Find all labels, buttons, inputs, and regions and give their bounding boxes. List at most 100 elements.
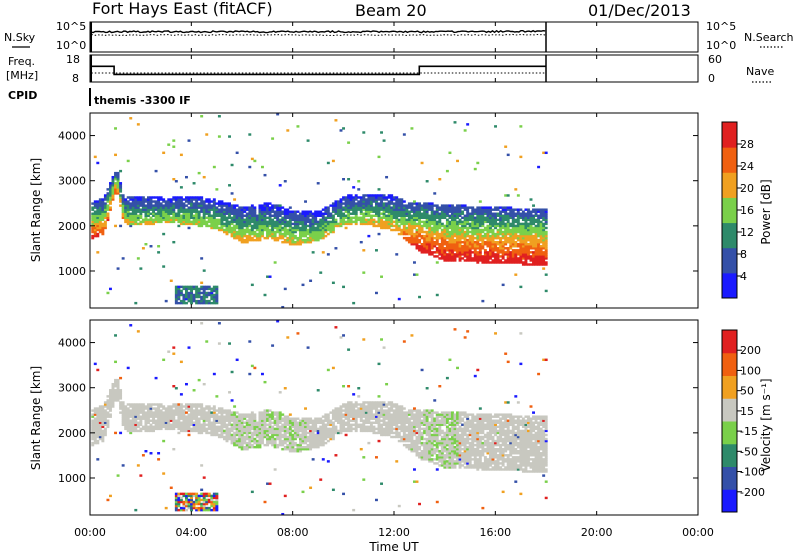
power-cell bbox=[405, 220, 409, 224]
power-cell bbox=[304, 228, 307, 232]
power-cell bbox=[159, 208, 163, 211]
velocity-cell bbox=[116, 380, 120, 384]
velocity-cell bbox=[309, 433, 313, 437]
velocity-cell bbox=[217, 433, 221, 437]
power-cell bbox=[342, 216, 345, 220]
velocity-cell bbox=[331, 425, 335, 429]
power-cell bbox=[509, 257, 513, 260]
power-cell bbox=[405, 206, 409, 209]
velocity-cell bbox=[98, 437, 102, 441]
power-cell bbox=[316, 232, 320, 236]
velocity-cell bbox=[98, 429, 102, 433]
nave-right-tick-low: 0 bbox=[708, 72, 715, 85]
velocity-cell bbox=[154, 411, 158, 414]
velocity-cell bbox=[131, 427, 135, 431]
power-cell bbox=[489, 247, 492, 250]
power-cell bbox=[418, 245, 421, 248]
power-cell bbox=[103, 226, 107, 230]
power-cell bbox=[331, 281, 335, 285]
power-cell bbox=[91, 220, 95, 224]
power-cell bbox=[473, 243, 477, 246]
velocity-cell bbox=[197, 496, 201, 500]
power-cell bbox=[377, 202, 381, 205]
velocity-cell bbox=[306, 346, 310, 349]
power-cell bbox=[212, 287, 216, 291]
velocity-cell bbox=[106, 419, 110, 422]
power-cell bbox=[352, 196, 356, 199]
power-cell bbox=[438, 249, 442, 252]
velocity-cell bbox=[187, 421, 191, 424]
power-cell bbox=[243, 218, 247, 222]
velocity-cell bbox=[185, 429, 188, 433]
velocity-cell bbox=[106, 395, 110, 398]
power-cell bbox=[223, 212, 226, 215]
velocity-cell bbox=[162, 417, 166, 420]
power-cell bbox=[233, 210, 237, 213]
power-cell bbox=[217, 218, 221, 222]
velocity-cell bbox=[304, 435, 307, 439]
power-cell bbox=[276, 208, 280, 211]
velocity-cell bbox=[255, 431, 259, 435]
power-cell bbox=[524, 226, 528, 230]
power-cell bbox=[331, 230, 335, 234]
power-cell bbox=[481, 245, 485, 248]
velocity-cell bbox=[139, 423, 143, 427]
power-cell bbox=[230, 216, 234, 220]
power-cell bbox=[537, 243, 541, 246]
power-cell bbox=[435, 226, 439, 230]
power-cell bbox=[375, 214, 378, 217]
power-cell bbox=[288, 218, 292, 222]
power-cell bbox=[293, 216, 297, 220]
power-cell bbox=[162, 214, 166, 217]
power-cell bbox=[329, 204, 333, 207]
power-cell bbox=[288, 238, 292, 242]
velocity-cell bbox=[263, 411, 267, 414]
power-cell bbox=[250, 238, 254, 242]
velocity-cell bbox=[266, 431, 269, 435]
velocity-cell bbox=[185, 411, 188, 414]
power-cell bbox=[453, 220, 457, 224]
velocity-cell bbox=[144, 411, 148, 414]
velocity-cell bbox=[268, 419, 272, 422]
power-cell bbox=[400, 200, 404, 203]
power-cell bbox=[516, 194, 520, 197]
power-cell bbox=[278, 206, 282, 209]
power-cell bbox=[359, 220, 363, 224]
power-cell bbox=[255, 234, 259, 238]
colorbar-tick-label: 16 bbox=[740, 204, 754, 217]
power-cell bbox=[177, 210, 181, 213]
power-cell bbox=[461, 216, 465, 220]
power-cell bbox=[494, 226, 497, 230]
velocity-cell bbox=[147, 419, 150, 422]
power-cell bbox=[511, 222, 515, 226]
power-cell bbox=[506, 208, 510, 211]
power-cell bbox=[463, 226, 467, 230]
power-cell bbox=[506, 228, 510, 232]
power-cell bbox=[248, 218, 252, 222]
power-cell bbox=[91, 202, 95, 205]
power-cell bbox=[159, 204, 163, 207]
power-cell bbox=[476, 255, 480, 258]
power-cell bbox=[245, 238, 249, 242]
power-cell bbox=[255, 238, 259, 242]
power-cell bbox=[235, 210, 239, 213]
power-cell bbox=[126, 200, 130, 203]
velocity-cell bbox=[96, 421, 100, 424]
velocity-cell bbox=[347, 407, 351, 410]
power-cell bbox=[397, 208, 401, 211]
velocity-cell bbox=[162, 439, 166, 443]
power-cell bbox=[273, 214, 277, 217]
power-cell bbox=[534, 218, 538, 222]
power-cell bbox=[106, 216, 110, 220]
power-cell bbox=[430, 210, 434, 213]
power-cell bbox=[418, 295, 421, 299]
power-cell bbox=[478, 245, 482, 248]
power-cell bbox=[347, 204, 351, 207]
velocity-cell bbox=[245, 423, 249, 427]
velocity-cell bbox=[103, 423, 107, 427]
velocity-cell bbox=[93, 421, 97, 424]
power-cell bbox=[473, 222, 477, 226]
velocity-cell bbox=[233, 443, 237, 447]
velocity-cell bbox=[334, 419, 338, 422]
power-cell bbox=[253, 234, 257, 238]
